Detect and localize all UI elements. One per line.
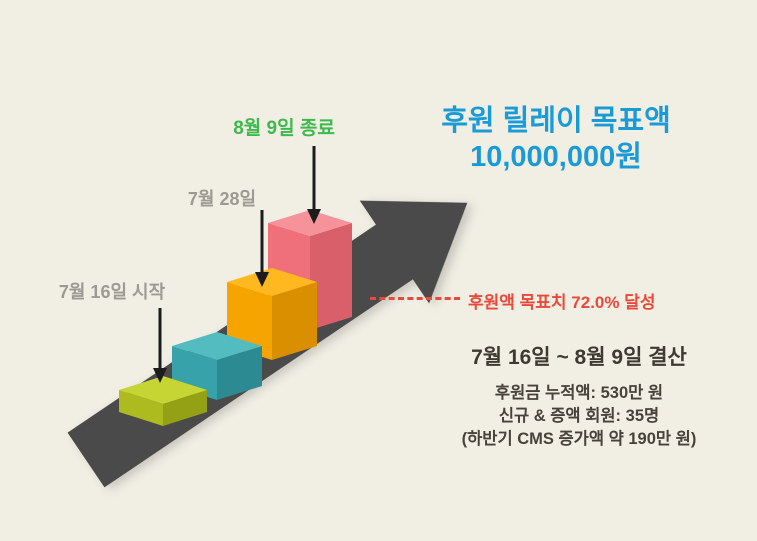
pointer-arrow-start-icon	[153, 308, 167, 383]
chart-title-line2: 10,000,000원	[470, 141, 642, 173]
box-july-28-side	[272, 282, 317, 360]
box-middle-top	[172, 332, 262, 360]
summary-line-cms: (하반기 CMS 증가액 약 190만 원)	[461, 430, 697, 448]
progress-dashed-line	[370, 297, 460, 300]
box-middle	[172, 332, 262, 400]
pointer-arrow-end-icon	[307, 146, 321, 224]
box-july-16	[119, 376, 207, 426]
summary-block: 7월 16일 ~ 8월 9일 결산 후원금 누적액: 530만 원 신규 & 증…	[414, 341, 744, 451]
summary-line-accumulated: 후원금 누적액: 530만 원	[494, 384, 664, 402]
milestone-label-end: 8월 9일 종료	[233, 118, 335, 139]
summary-heading: 7월 16일 ~ 8월 9일 결산	[471, 346, 687, 369]
box-july-16-front	[119, 390, 163, 426]
chart-title: 후원 릴레이 목표액 10,000,000원	[441, 103, 671, 175]
progress-note: 후원액 목표치 72.0% 달성	[468, 293, 656, 312]
box-middle-side	[217, 346, 262, 400]
box-august-9-side	[310, 223, 352, 330]
chart-title-line1: 후원 릴레이 목표액	[441, 105, 671, 137]
milestone-label-mid: 7월 28일	[187, 189, 257, 209]
box-july-16-side	[163, 390, 207, 426]
box-july-28-top	[227, 268, 317, 296]
summary-line-members: 신규 & 증액 회원: 35명	[498, 407, 660, 425]
pointer-arrow-mid-icon	[255, 210, 269, 287]
box-august-9-top	[268, 210, 352, 236]
milestone-label-start: 7월 16일 시작	[58, 282, 166, 302]
box-july-16-top	[119, 376, 207, 404]
box-july-28	[227, 268, 317, 360]
